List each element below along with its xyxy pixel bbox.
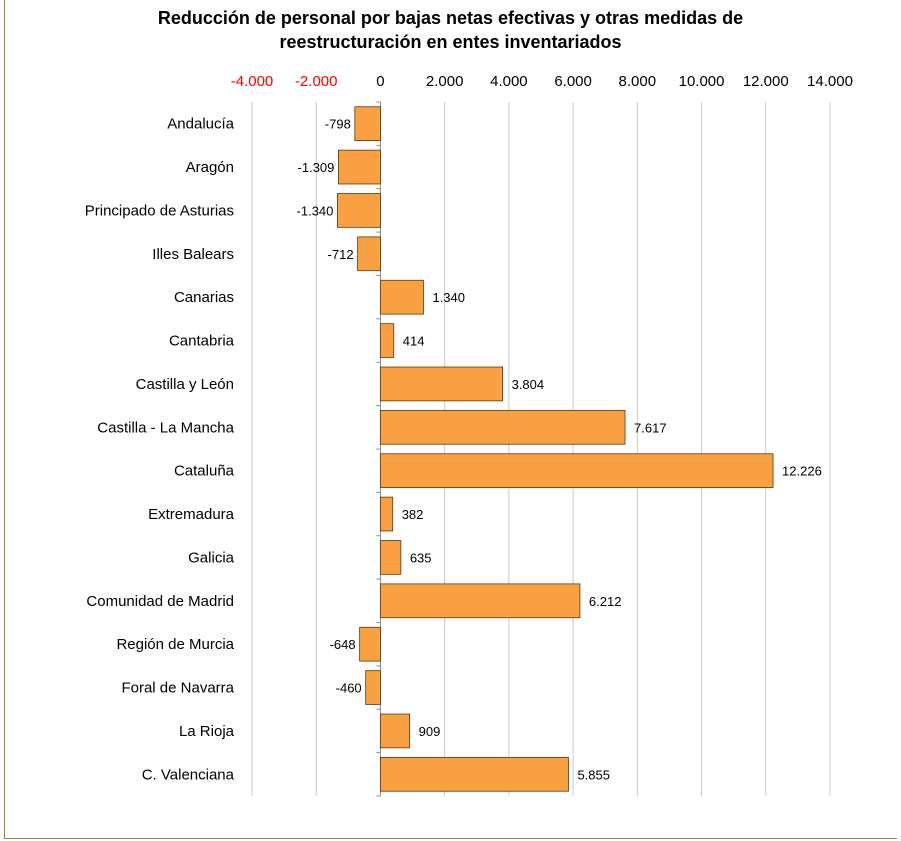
bar (359, 626, 381, 662)
category-label: Castilla - La Mancha (97, 419, 234, 436)
x-tick-label: 8.000 (619, 73, 657, 90)
category-label: Galicia (188, 549, 235, 566)
data-label: 382 (402, 507, 424, 522)
category-label: C. Valenciana (142, 766, 235, 783)
x-tick-label: 12.000 (743, 73, 789, 90)
category-label: Cantabria (169, 333, 235, 350)
x-tick-label: 2.000 (426, 73, 464, 90)
x-tick-label: -2.000 (295, 73, 338, 90)
category-label: La Rioja (179, 723, 235, 740)
category-label: Illes Balears (152, 246, 234, 263)
chart-title-line-1: Reducción de personal por bajas netas ef… (157, 8, 744, 28)
data-label: -712 (328, 247, 354, 262)
bar (338, 149, 381, 185)
bar (380, 756, 569, 792)
x-tick-label: 4.000 (490, 73, 528, 90)
x-tick-label: 10.000 (679, 73, 725, 90)
category-label: Comunidad de Madrid (86, 593, 234, 610)
category-label: Castilla y León (136, 376, 234, 393)
category-label: Principado de Asturias (85, 202, 234, 219)
chart-frame (4, 0, 897, 839)
bar (380, 540, 402, 575)
bar (380, 453, 774, 489)
data-label: -1.309 (298, 160, 335, 175)
x-tick-label: 0 (376, 73, 384, 90)
data-label: 1.340 (432, 290, 465, 305)
category-labels: Andalucía Aragón Principado de Asturias Ill… (85, 116, 235, 784)
data-label: -648 (330, 637, 356, 652)
category-label: Andalucía (167, 116, 234, 133)
data-label: 6.212 (589, 594, 622, 609)
data-label: 7.617 (634, 420, 667, 435)
data-label: -1.340 (297, 203, 334, 218)
bar (354, 106, 381, 142)
bar (380, 713, 411, 749)
bar (365, 670, 381, 705)
bars (337, 106, 774, 792)
bar (380, 409, 626, 445)
data-label: 909 (419, 724, 441, 739)
data-labels: -798 -1.309 -1.340 -712 1.340 414 3.804 7.617 12… (297, 117, 822, 783)
category-label: Región de Murcia (116, 636, 234, 653)
data-label: 635 (410, 550, 432, 565)
category-label: Canarias (174, 289, 234, 306)
category-label: Aragón (186, 159, 234, 176)
bar (380, 279, 424, 315)
chart-title-line-2: reestructuración en entes inventariados (279, 32, 622, 52)
x-tick-label: 14.000 (807, 73, 853, 90)
category-label: Extremadura (148, 506, 235, 523)
data-label: 414 (403, 334, 425, 349)
bar (380, 366, 503, 402)
chart-title: Reducción de personal por bajas netas ef… (0, 6, 901, 54)
bar (357, 236, 381, 272)
bar (380, 323, 395, 358)
category-label: Cataluña (174, 463, 235, 480)
category-label: Foral de Navarra (121, 680, 234, 697)
data-label: 3.804 (512, 377, 545, 392)
data-label: -798 (325, 117, 351, 132)
bar (380, 583, 581, 619)
bar (380, 496, 394, 532)
bar (337, 193, 381, 228)
data-label: 12.226 (782, 464, 822, 479)
x-tick-label: 6.000 (554, 73, 592, 90)
x-axis-ticks: -4.000 -2.000 0 2.000 4.000 6.000 8.000 10.000 1… (231, 73, 853, 90)
data-label: 5.855 (577, 767, 610, 782)
data-label: -460 (336, 681, 362, 696)
x-tick-label: -4.000 (231, 73, 274, 90)
